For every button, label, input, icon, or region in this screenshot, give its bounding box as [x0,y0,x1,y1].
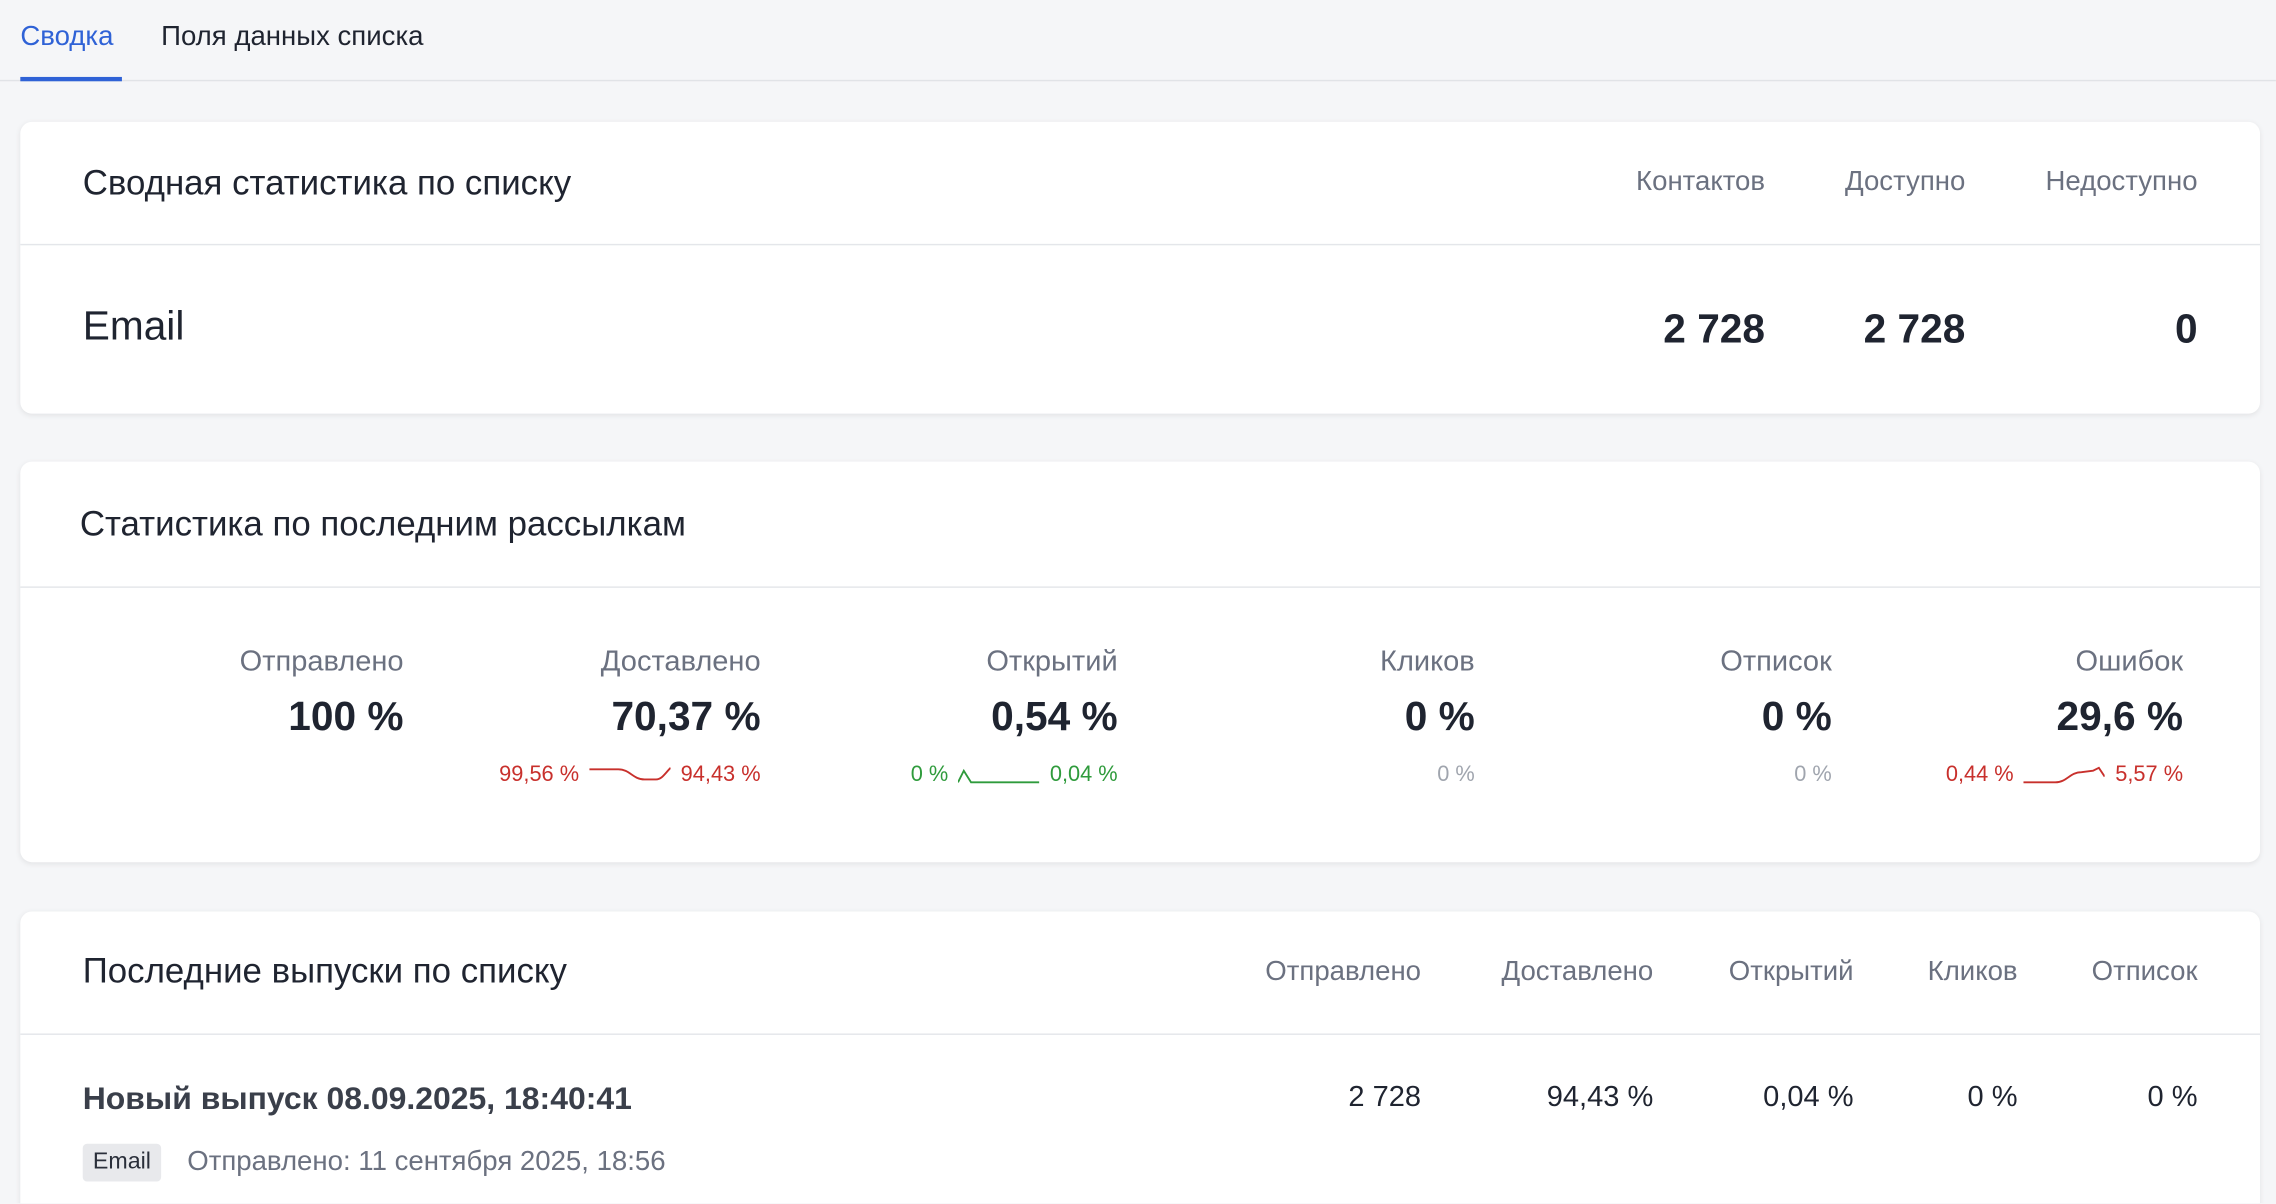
cell-value: 2 728 [1348,1081,1422,1114]
trend-from: 0 % [910,762,949,787]
cell-value: 0 [2174,306,2198,352]
column-header: Недоступно [2045,166,2198,198]
trend-note: 0 % [1794,762,1832,787]
stat-value: 29,6 % [2056,693,2184,739]
trend-from: 0,44 % [1945,762,2014,787]
column-header: Открытий [1728,956,1854,988]
divider [20,586,2260,588]
divider [20,1033,2260,1035]
cell-value: 2 728 [1863,306,1966,352]
trend-to: 5,57 % [2115,762,2184,787]
stat-trend: 0 % [1794,762,1832,788]
divider [20,243,2260,246]
sent-at: Отправлено: 11 сентября 2025, 18:56 [187,1146,666,1178]
trend-to: 94,43 % [680,762,761,787]
mailing-stats-card: Статистика по последним рассылкам Отправ… [20,461,2260,863]
sparkline-path [589,767,671,781]
stat-label: Отправлено [239,645,404,678]
trend-note: 0 % [1437,762,1475,787]
sparkline [2023,766,2106,784]
stat-value: 0 % [1761,693,1832,739]
card-title: Статистика по последним рассылкам [79,505,686,545]
column-header: Отписок [2091,956,2198,988]
tab[interactable]: Поля данных списка [161,21,424,53]
tab-border [0,79,2276,82]
cell-value: 0 % [1967,1081,2018,1114]
cell-value: 2 728 [1663,306,1766,352]
sparkline [958,768,1040,784]
issues-card: Последние выпуски по списку Новый выпуск… [20,911,2260,1204]
stat-trend: 0 % 0,04 % [911,762,1118,788]
stat-trend: 0 % [1437,762,1475,788]
trend-to: 0,04 % [1049,762,1118,787]
card-title: Сводная статистика по списку [82,164,572,204]
cell-value: 0 % [2147,1081,2198,1114]
stat-label: Ошибок [2075,645,2184,678]
stat-label: Отписок [1720,645,1832,678]
issue-name[interactable]: Новый выпуск 08.09.2025, 18:40:41 [82,1079,632,1117]
stat-label: Кликов [1380,645,1475,678]
column-header: Контактов [1636,166,1766,198]
stat-value: 0 % [1404,693,1475,739]
stat-value: 0,54 % [991,693,1118,739]
stat-value: 100 % [288,693,404,739]
stat-trend: 0,44 % 5,57 % [1946,762,2183,788]
column-header: Доступно [1844,166,1966,198]
summary-card: Сводная статистика по списку Email Конта… [20,121,2260,414]
cell-value: 0,04 % [1763,1081,1854,1114]
stat-trend: 99,56 % 94,43 % [499,762,760,788]
stat-label: Доставлено [600,645,761,678]
column-header: Кликов [1927,956,2018,988]
card-title: Последние выпуски по списку [82,952,567,992]
stat-value: 70,37 % [611,693,761,739]
tab-active[interactable]: Сводка [20,21,114,53]
sparkline-path [2023,766,2106,784]
row-label: Email [82,303,185,349]
column-header: Отправлено [1265,956,1422,988]
sparkline-path [958,768,1040,784]
stat-label: Открытий [986,645,1118,678]
cell-value: 94,43 % [1546,1081,1654,1114]
badge: Email [82,1143,162,1182]
trend-from: 99,56 % [499,762,580,787]
column-header: Доставлено [1501,956,1654,988]
sparkline [589,767,671,781]
tab-underline [20,76,122,82]
